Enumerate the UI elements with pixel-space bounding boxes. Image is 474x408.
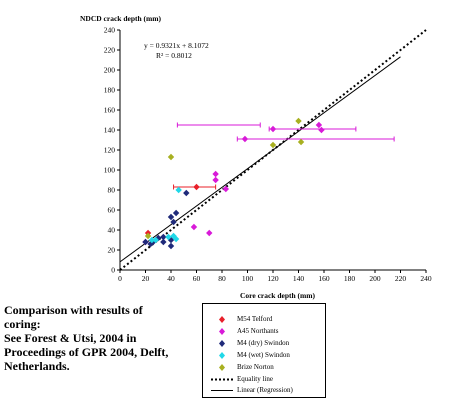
legend-label: Equality line [237, 375, 273, 383]
data-point [183, 189, 190, 197]
x-tick-label: 20 [142, 274, 150, 283]
y-tick-label: 200 [104, 66, 116, 75]
x-tick-label: 220 [395, 274, 407, 283]
x-tick-label: 240 [420, 274, 432, 283]
y-tick-label: 120 [104, 146, 116, 155]
data-point [172, 209, 180, 217]
data-point [212, 170, 219, 178]
data-points [142, 117, 325, 250]
x-tick-label: 60 [193, 274, 201, 283]
legend-label: Linear (Regression) [237, 386, 293, 394]
data-point [170, 218, 177, 226]
data-point [160, 233, 167, 241]
legend-marker-m4-wet-swindon [219, 352, 225, 359]
data-point [241, 135, 249, 143]
regression-line [119, 56, 401, 263]
data-point [175, 186, 182, 194]
x-tick-label: 140 [293, 274, 305, 283]
legend-item: Equality line [203, 374, 327, 385]
data-point [167, 153, 175, 161]
data-point [155, 234, 162, 242]
data-point [297, 138, 305, 146]
x-tick-label: 100 [242, 274, 254, 283]
data-point [152, 236, 159, 244]
data-point [172, 235, 180, 243]
y-tick-label: 60 [108, 206, 116, 215]
legend: M54 Telford A45 Northants M4 (dry) Swind… [202, 303, 326, 398]
y-tick-label: 80 [108, 186, 116, 195]
data-point [269, 125, 277, 133]
r-squared: R² = 0.8012 [156, 51, 192, 60]
axes: 0 20 40 60 80 100 120 140 160 180 200 220 240 0 20 40 60… [104, 26, 432, 284]
y-tick-label: 160 [104, 106, 116, 115]
data-point [190, 223, 198, 231]
data-point [144, 232, 152, 240]
y-tick-label: 40 [108, 226, 116, 235]
reference-lines [119, 29, 427, 271]
legend-marker-m54-telford [219, 316, 225, 323]
legend-label: M4 (wet) Swindon [237, 351, 290, 359]
caption-line: Netherlands. [4, 359, 70, 373]
y-axis-title: NDCD crack depth (mm) [80, 14, 162, 23]
legend-marker-a45-northants [219, 328, 225, 335]
caption-line: Proceedings of GPR 2004, Delft, [4, 345, 169, 359]
x-tick-label: 200 [369, 274, 381, 283]
data-point [167, 213, 175, 221]
data-point [206, 229, 213, 237]
y-tick-label: 0 [111, 266, 115, 275]
legend-label: A45 Northants [237, 327, 279, 335]
y-tick-label: 180 [104, 86, 116, 95]
legend-item: M4 (dry) Swindon [203, 338, 327, 349]
y-tick-label: 100 [104, 166, 116, 175]
data-point [269, 141, 277, 149]
legend-item: Linear (Regression) [203, 385, 327, 396]
legend-line-equality [211, 378, 233, 381]
scatter-chart: 0 20 40 60 80 100 120 140 160 180 200 220 240 0 20 40 60… [80, 14, 432, 300]
data-point [167, 236, 175, 244]
caption-line: coring: [4, 317, 41, 331]
y-tick-label: 220 [104, 46, 116, 55]
legend-marker-brize-norton [219, 364, 225, 371]
x-tick-label: 40 [167, 274, 175, 283]
data-point [295, 117, 302, 125]
data-point [142, 238, 149, 246]
y-tick-label: 20 [108, 246, 116, 255]
x-tick-label: 160 [318, 274, 330, 283]
caption: Comparison with results of coring: See F… [4, 303, 200, 373]
legend-item: Brize Norton [203, 362, 327, 373]
data-point [160, 238, 167, 246]
x-tick-label: 80 [218, 274, 226, 283]
x-tick-label: 120 [267, 274, 279, 283]
legend-item: M4 (wet) Swindon [203, 350, 327, 361]
data-point [212, 176, 219, 184]
error-bars [173, 122, 395, 190]
data-point [165, 233, 172, 241]
data-point [167, 242, 175, 250]
x-tick-label: 180 [344, 274, 356, 283]
data-point [148, 236, 156, 244]
data-point [315, 121, 323, 129]
legend-label: M4 (dry) Swindon [237, 339, 290, 347]
data-point [222, 185, 230, 193]
legend-line-regression [211, 390, 233, 391]
data-point [318, 126, 325, 134]
x-axis-title: Core crack depth (mm) [240, 291, 316, 300]
legend-label: Brize Norton [237, 363, 274, 371]
legend-item: A45 Northants [203, 326, 327, 337]
caption-line: See Forest & Utsi, 2004 in [4, 331, 137, 345]
y-tick-label: 140 [104, 126, 116, 135]
legend-marker-m4-dry-swindon [219, 340, 225, 347]
legend-label: M54 Telford [237, 315, 273, 323]
data-point [193, 183, 200, 191]
x-tick-label: 0 [118, 274, 122, 283]
regression-equation: y = 0.9321x + 8.1072 [144, 41, 209, 50]
caption-line: Comparison with results of [4, 303, 143, 317]
y-tick-label: 240 [104, 26, 116, 35]
legend-item: M54 Telford [203, 314, 327, 325]
